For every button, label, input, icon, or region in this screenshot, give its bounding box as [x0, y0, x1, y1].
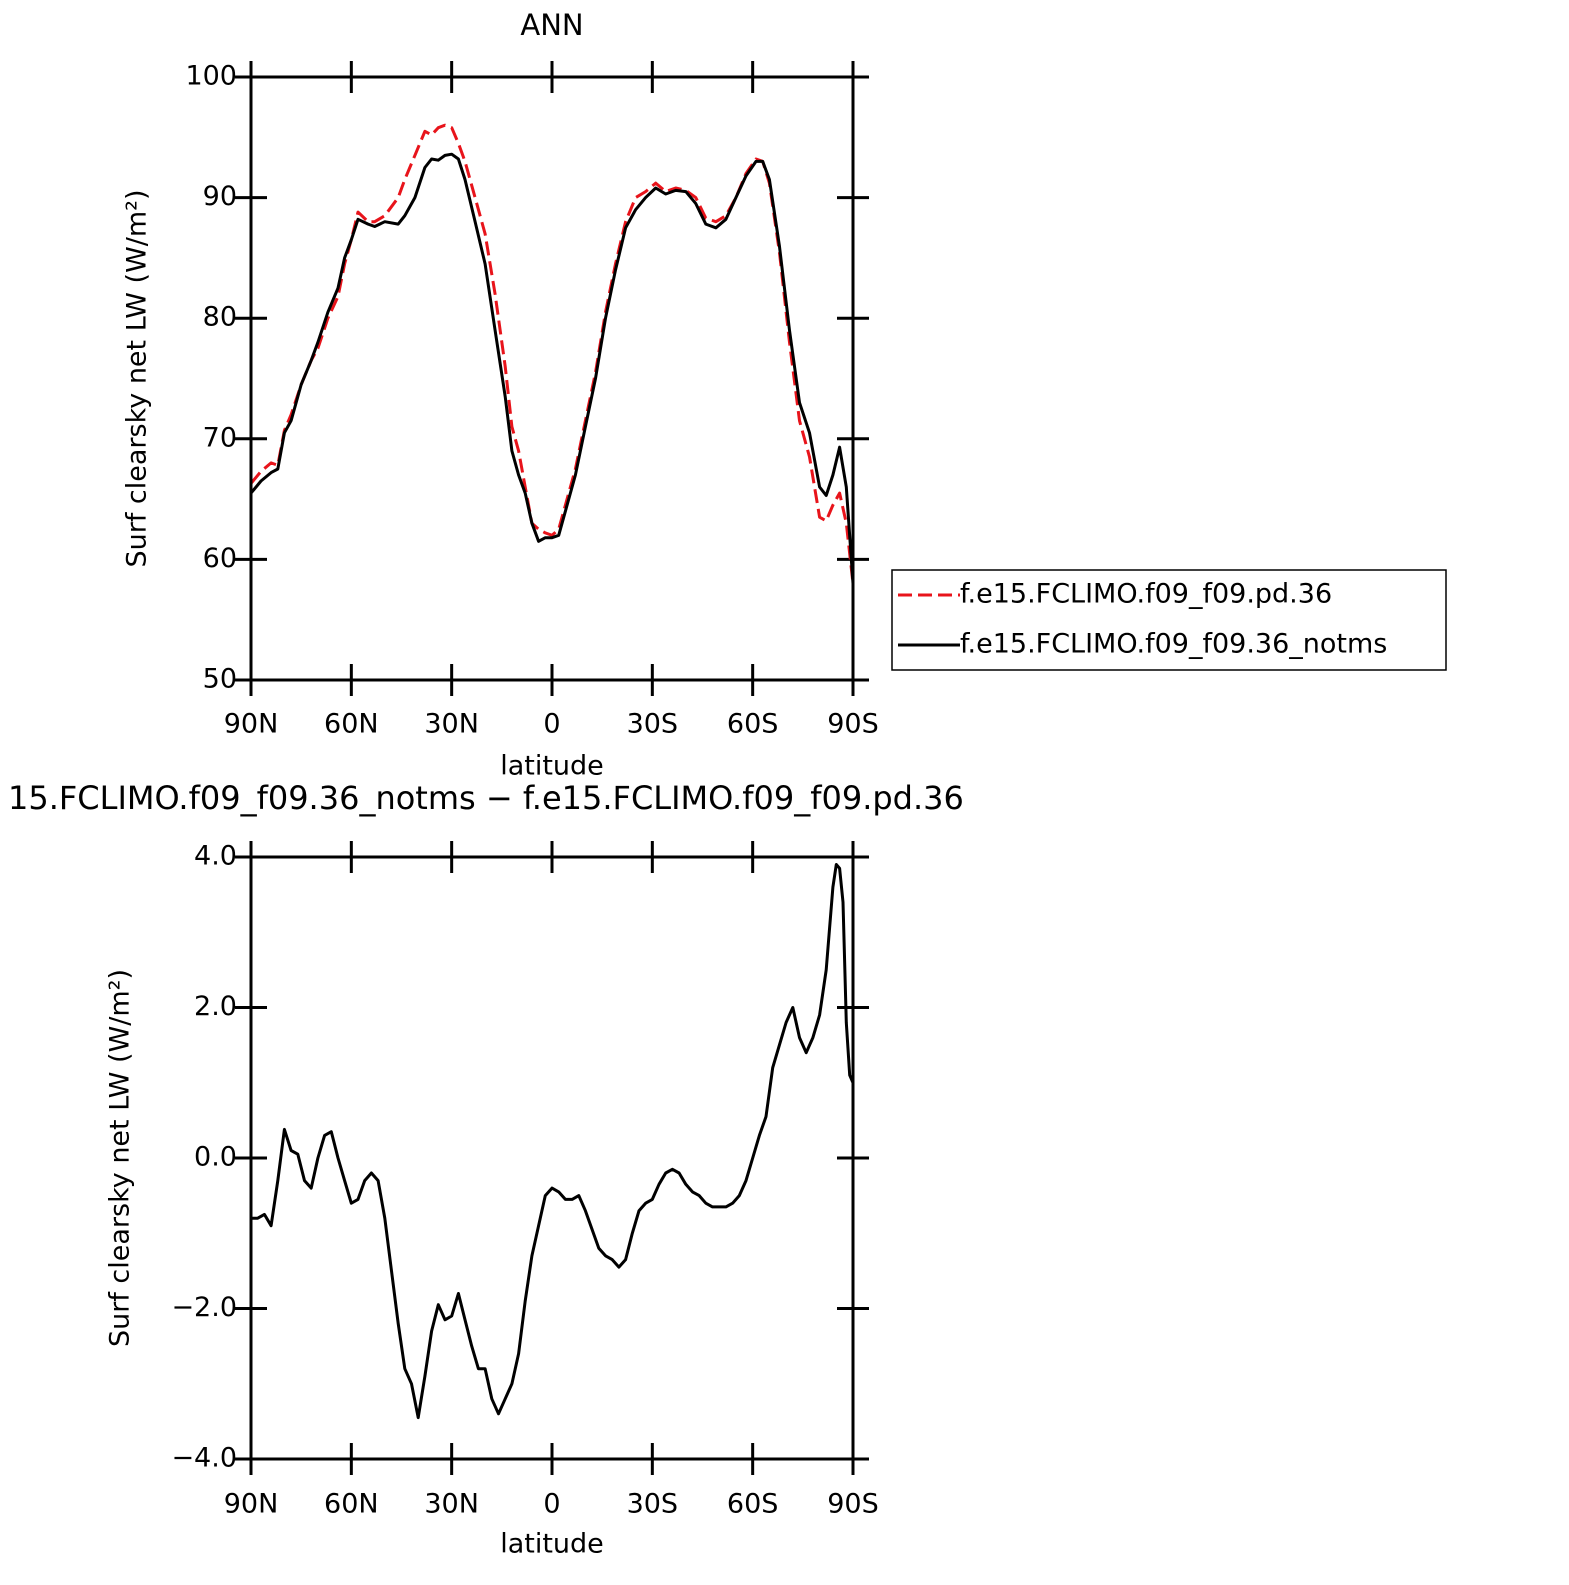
x-tick-label: 90N — [224, 1489, 279, 1520]
y-axis-label: Surf clearsky net LW (W/m²) — [105, 969, 136, 1347]
x-tick-label: 30N — [424, 709, 479, 740]
legend-label: f.e15.FCLIMO.f09_f09.36_notms — [960, 629, 1387, 660]
x-tick-label: 0 — [543, 709, 560, 740]
x-tick-label: 30S — [627, 1489, 679, 1520]
x-tick-label: 30N — [424, 1489, 479, 1520]
x-tick-label: 90S — [827, 1489, 879, 1520]
y-tick-label: 60 — [203, 543, 237, 574]
y-tick-label: −2.0 — [171, 1292, 237, 1323]
y-tick-label: 80 — [203, 302, 237, 333]
chart-title: 15.FCLIMO.f09_f09.36_notms − f.e15.FCLIM… — [8, 779, 964, 817]
x-tick-label: 0 — [543, 1489, 560, 1520]
plot-frame — [249, 855, 855, 1461]
y-tick-label: 50 — [203, 664, 237, 695]
y-tick-label: 90 — [203, 181, 237, 212]
x-tick-label: 60S — [727, 709, 779, 740]
x-tick-label: 60N — [324, 709, 379, 740]
y-tick-label: 4.0 — [194, 841, 237, 872]
x-axis-label: latitude — [500, 1529, 604, 1560]
x-tick-label: 60N — [324, 1489, 379, 1520]
y-tick-label: −4.0 — [171, 1443, 237, 1474]
x-axis-label: latitude — [500, 751, 604, 782]
legend-label: f.e15.FCLIMO.f09_f09.pd.36 — [960, 579, 1332, 610]
y-tick-label: 2.0 — [194, 991, 237, 1022]
chart-title: ANN — [520, 8, 583, 42]
x-tick-label: 30S — [627, 709, 679, 740]
x-tick-label: 90S — [827, 709, 879, 740]
y-axis-label: Surf clearsky net LW (W/m²) — [122, 189, 153, 567]
y-tick-label: 70 — [203, 422, 237, 453]
plot-frame — [249, 75, 855, 682]
y-tick-label: 0.0 — [194, 1142, 237, 1173]
data-line — [249, 123, 855, 584]
data-line — [251, 863, 855, 1420]
x-tick-label: 60S — [727, 1489, 779, 1520]
x-tick-label: 90N — [224, 709, 279, 740]
y-tick-label: 100 — [185, 61, 237, 92]
data-line — [249, 152, 855, 584]
legend-box — [891, 569, 1447, 671]
